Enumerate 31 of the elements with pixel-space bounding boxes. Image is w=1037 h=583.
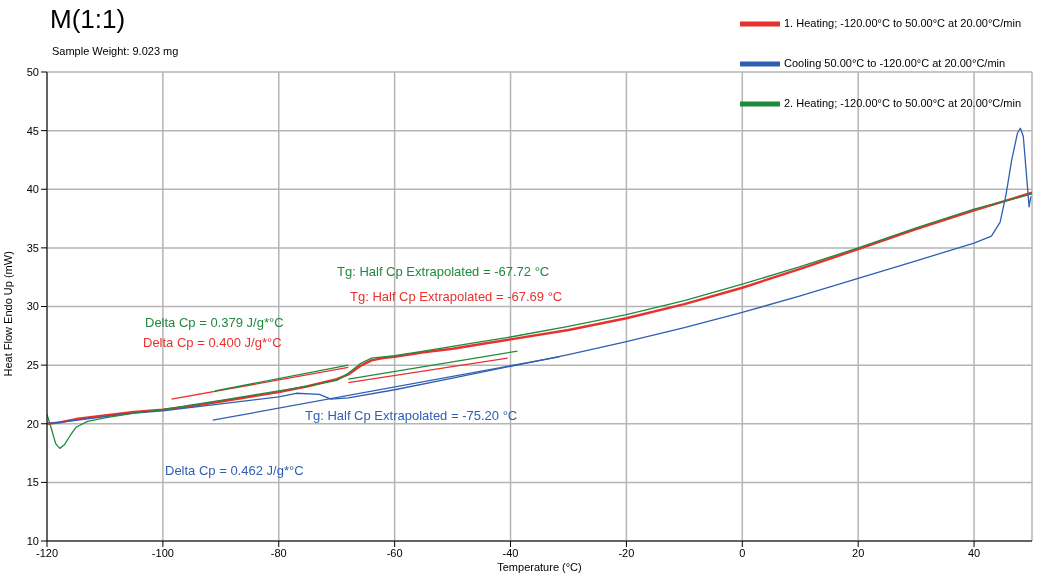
y-tick-label: 15: [26, 476, 39, 489]
y-tick-label: 10: [26, 534, 39, 547]
x-tick-label: -120: [35, 546, 59, 559]
y-tick-label: 20: [26, 417, 39, 430]
y-tick-label: 40: [26, 183, 39, 196]
y-tick-label: 50: [26, 65, 39, 78]
x-tick-label: -60: [386, 546, 403, 559]
annotation: Tg: Half Cp Extrapolated = -67.69 °C: [350, 289, 563, 304]
x-tick-label: 20: [852, 546, 865, 559]
y-tick-label: 45: [26, 124, 39, 137]
legend-label: Cooling 50.00°C to -120.00°C at 20.00°C/min: [784, 56, 1006, 69]
x-tick-label: 0: [739, 546, 746, 559]
legend-label: 2. Heating; -120.00°C to 50.00°C at 20.00°C/min: [784, 96, 1021, 109]
x-tick-label: 40: [967, 546, 981, 559]
x-tick-label: -80: [270, 546, 287, 559]
annotation: Delta Cp = 0.400 J/g*°C: [143, 335, 282, 350]
y-tick-label: 25: [26, 359, 39, 372]
chart-title: M(1:1): [50, 4, 126, 35]
x-axis-title: Temperature (°C): [497, 561, 582, 573]
legend-label: 1. Heating; -120.00°C to 50.00°C at 20.00°C/min: [784, 16, 1021, 29]
y-tick-label: 30: [26, 300, 39, 313]
x-tick-label: -20: [618, 546, 635, 559]
x-tick-label: -100: [151, 546, 174, 559]
annotation: Delta Cp = 0.462 J/g*°C: [165, 463, 304, 478]
chart-subtitle: Sample Weight: 9.023 mg: [52, 45, 179, 57]
annotation: Tg: Half Cp Extrapolated = -67.72 °C: [337, 264, 550, 279]
y-axis-title: Heat Flow Endo Up (mW): [1, 251, 14, 377]
annotation: Tg: Half Cp Extrapolated = -75.20 °C: [305, 408, 518, 423]
annotation: Delta Cp = 0.379 J/g*°C: [145, 315, 284, 330]
y-tick-label: 35: [26, 241, 39, 254]
x-tick-label: -40: [502, 546, 519, 559]
